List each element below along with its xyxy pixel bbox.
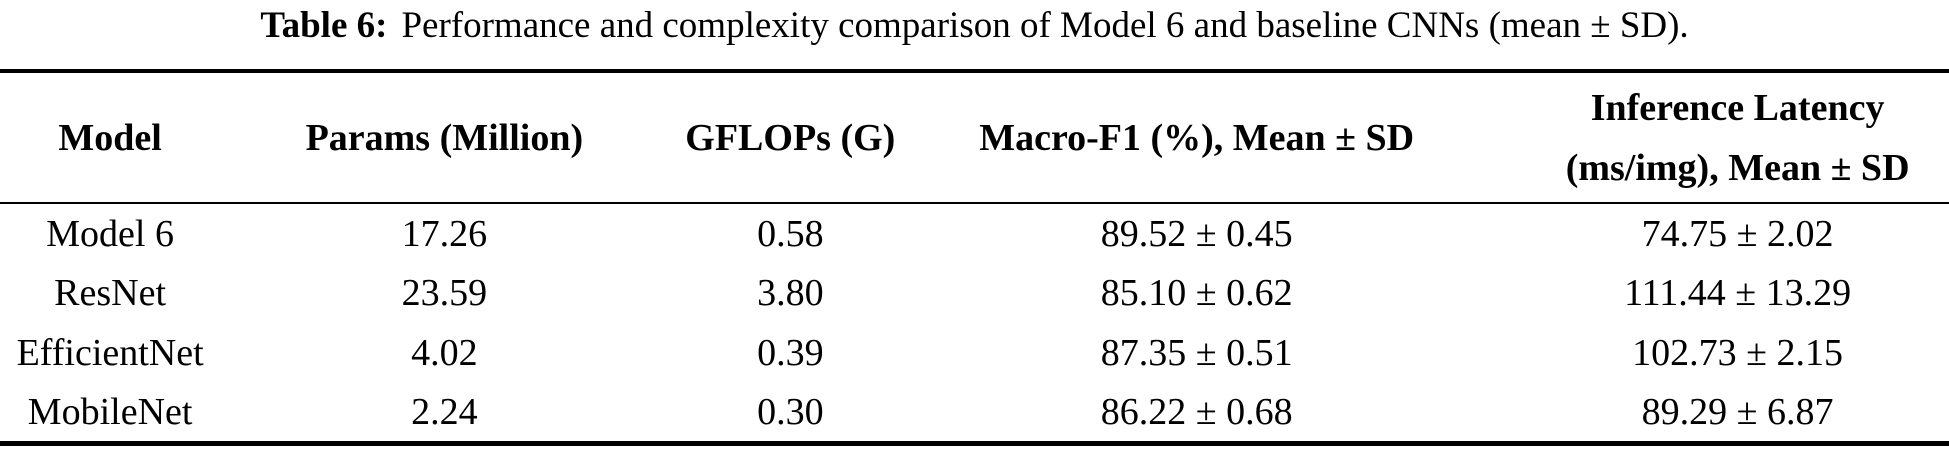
cell-latency: 111.44 ± 13.29 [1624,272,1852,314]
table-row-efficientnet: EfficientNet 4.02 0.39 87.35 ± 0.51 102.… [0,323,1949,383]
cell-latency: 74.75 ± 2.02 [1641,212,1834,255]
table-row-resnet: ResNet 23.59 3.80 85.10 ± 0.62 111.44 ± … [0,263,1949,323]
cell-macro-f1: 85.10 ± 0.62 [1100,272,1293,314]
column-header-model-label: Model [58,116,162,159]
table-row-model6: Model 6 17.26 0.58 89.52 ± 0.45 74.75 ± … [0,203,1949,263]
table-caption: Table 6: Performance and complexity compa… [0,0,1949,48]
cell-gflops: 3.80 [757,272,824,314]
column-header-latency: Inference Latency (ms/img), Mean ± SD [1481,71,1949,204]
column-header-gflops: GFLOPs (G) [668,71,913,204]
table-body: Model 6 17.26 0.58 89.52 ± 0.45 74.75 ± … [0,203,1949,443]
column-header-model: Model [0,71,221,204]
column-header-params: Params (Million) [220,71,669,204]
cell-model-name: EfficientNet [16,332,204,374]
comparison-table: Model Params (Million) GFLOPs (G) Macro-… [0,69,1949,446]
cell-latency: 89.29 ± 6.87 [1641,390,1834,433]
cell-params: 17.26 [401,212,488,255]
table-row-mobilenet: MobileNet 2.24 0.30 86.22 ± 0.68 89.29 ±… [0,383,1949,443]
cell-macro-f1: 86.22 ± 0.68 [1100,390,1293,433]
cell-model-name: ResNet [54,272,167,314]
cell-macro-f1: 87.35 ± 0.51 [1100,332,1293,374]
cell-model-name: MobileNet [27,390,193,433]
table-caption-label: Table 6: [260,5,388,46]
table-caption-text: Performance and complexity comparison of… [401,5,1689,46]
column-header-latency-label-line1: Inference Latency [1590,86,1885,129]
cell-gflops: 0.39 [757,332,824,374]
cell-params: 23.59 [401,272,488,314]
cell-model-name: Model 6 [46,212,174,255]
column-header-gflops-label: GFLOPs (G) [685,116,896,159]
cell-latency: 102.73 ± 2.15 [1632,332,1844,374]
column-header-latency-label-line2: (ms/img), Mean ± SD [1565,146,1910,189]
cell-gflops: 0.58 [757,212,824,255]
column-header-macro-f1: Macro-F1 (%), Mean ± SD [912,71,1482,204]
column-header-macro-f1-label: Macro-F1 (%), Mean ± SD [979,116,1415,159]
cell-params: 2.24 [411,390,478,433]
column-header-params-label: Params (Million) [305,116,584,159]
cell-params: 4.02 [411,332,478,374]
table-header-row: Model Params (Million) GFLOPs (G) Macro-… [0,71,1949,204]
cell-gflops: 0.30 [757,390,824,433]
cell-macro-f1: 89.52 ± 0.45 [1100,212,1293,255]
